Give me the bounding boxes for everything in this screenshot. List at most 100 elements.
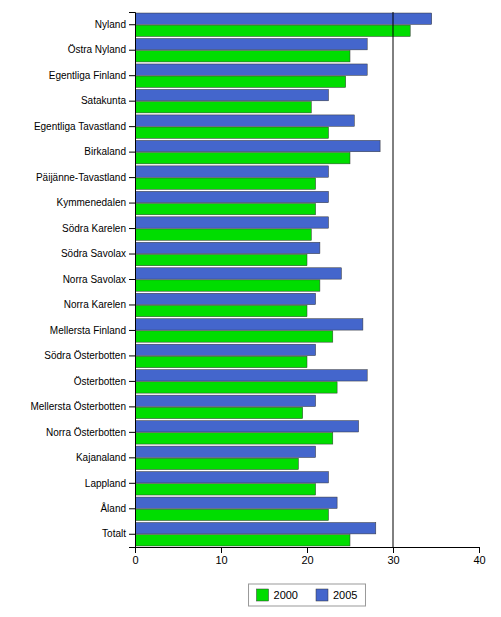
tick-label: Östra Nyland: [68, 44, 126, 55]
tick: Södra Savolax: [61, 248, 135, 259]
tick: Kajanaland: [76, 452, 135, 463]
tick-mark: [129, 152, 135, 153]
tick-mark: [129, 50, 135, 51]
bar: [135, 421, 359, 432]
tick-mark: [129, 279, 135, 280]
bar: [135, 178, 316, 189]
tick-label: Mellersta Österbotten: [30, 401, 126, 412]
x-axis: 0 10 20 30 40: [132, 547, 485, 566]
bar: [135, 51, 350, 62]
tick: Kymmenedalen: [57, 197, 135, 208]
bar: [135, 38, 367, 49]
bar: [135, 242, 320, 253]
bar: [135, 127, 329, 138]
bar: [135, 535, 350, 546]
bar: [135, 331, 333, 342]
legend-label: 2000: [274, 589, 298, 601]
tick-mark: [479, 547, 480, 553]
tick: 30: [387, 547, 399, 566]
legend-frame: [249, 584, 366, 606]
bar: [135, 229, 311, 240]
legend-item: 2005: [316, 589, 357, 601]
legend-label: 2005: [333, 589, 357, 601]
tick: Österbotten: [74, 376, 135, 387]
tick-mark: [129, 203, 135, 204]
bar: [135, 89, 329, 100]
bar-series: [135, 25, 410, 546]
tick-mark: [129, 534, 135, 535]
tick: Norra Karelen: [64, 299, 135, 310]
bar: [135, 407, 303, 418]
tick: Åland: [100, 502, 135, 514]
bar: [135, 115, 354, 126]
tick-label: 20: [301, 554, 313, 566]
tick: Södra Karelen: [62, 223, 135, 234]
tick-mark: [129, 330, 135, 331]
y-axis: Nyland Östra Nyland Egentliga Finland Satak…: [30, 13, 135, 548]
tick-label: Södra Österbotten: [44, 350, 126, 361]
bar-series: [135, 13, 432, 534]
bar: [135, 13, 432, 24]
tick: Satakunta: [81, 95, 135, 106]
tick: 0: [132, 547, 138, 566]
bar: [135, 305, 307, 316]
bar: [135, 484, 316, 495]
tick-label: Södra Savolax: [61, 248, 126, 259]
tick-mark: [129, 508, 135, 509]
tick-label: 40: [473, 554, 485, 566]
reference-line: [393, 12, 394, 547]
chart: 0 10 20 30 40 Nyland Östra Nyland Egentliga Fin…: [0, 0, 501, 617]
tick-mark: [129, 101, 135, 102]
bar: [135, 191, 329, 202]
tick-label: Totalt: [102, 528, 126, 539]
bar: [135, 356, 307, 367]
tick: Mellersta Österbotten: [30, 401, 135, 412]
tick-label: Birkaland: [84, 146, 126, 157]
axis-line: [129, 13, 136, 548]
plot: 0 10 20 30 40 Nyland Östra Nyland Egentliga Fin…: [30, 12, 485, 566]
tick-mark: [129, 406, 135, 407]
tick: Birkaland: [84, 146, 135, 157]
tick-label: Norra Savolax: [63, 274, 126, 285]
bar: [135, 497, 337, 508]
tick-label: Lappland: [85, 478, 126, 489]
bar: [135, 217, 329, 228]
tick: Egentliga Finland: [49, 70, 135, 81]
tick-mark: [129, 304, 135, 305]
tick-mark: [129, 24, 135, 25]
tick-mark: [129, 432, 135, 433]
bar: [135, 76, 346, 87]
tick-label: Åland: [100, 502, 126, 514]
tick: Totalt: [102, 528, 135, 539]
bar: [135, 25, 410, 36]
bar: [135, 203, 316, 214]
tick-mark: [393, 547, 394, 553]
bar: [135, 458, 298, 469]
tick: Egentliga Tavastland: [34, 121, 135, 132]
tick-mark: [129, 75, 135, 76]
bar: [135, 509, 329, 520]
bar: [135, 64, 367, 75]
tick-label: 30: [387, 554, 399, 566]
tick: Nyland: [95, 19, 135, 30]
tick-label: Södra Karelen: [62, 223, 126, 234]
tick-mark: [129, 355, 135, 356]
tick-label: 10: [215, 554, 227, 566]
bar: [135, 102, 311, 113]
bar: [135, 166, 329, 177]
tick-label: Mellersta Finland: [50, 325, 126, 336]
bar: [135, 433, 333, 444]
legend: 2000 2005: [249, 584, 366, 606]
tick-label: Österbotten: [74, 376, 126, 387]
tick-label: Päijänne-Tavastland: [36, 172, 126, 183]
bar: [135, 446, 316, 457]
tick: Östra Nyland: [68, 44, 135, 55]
tick-mark: [129, 126, 135, 127]
tick: 10: [215, 547, 227, 566]
bar: [135, 370, 367, 381]
tick: Norra Savolax: [63, 274, 135, 285]
tick-label: Norra Karelen: [64, 299, 126, 310]
tick-label: 0: [132, 554, 138, 566]
tick-mark: [129, 483, 135, 484]
bar: [135, 254, 307, 265]
